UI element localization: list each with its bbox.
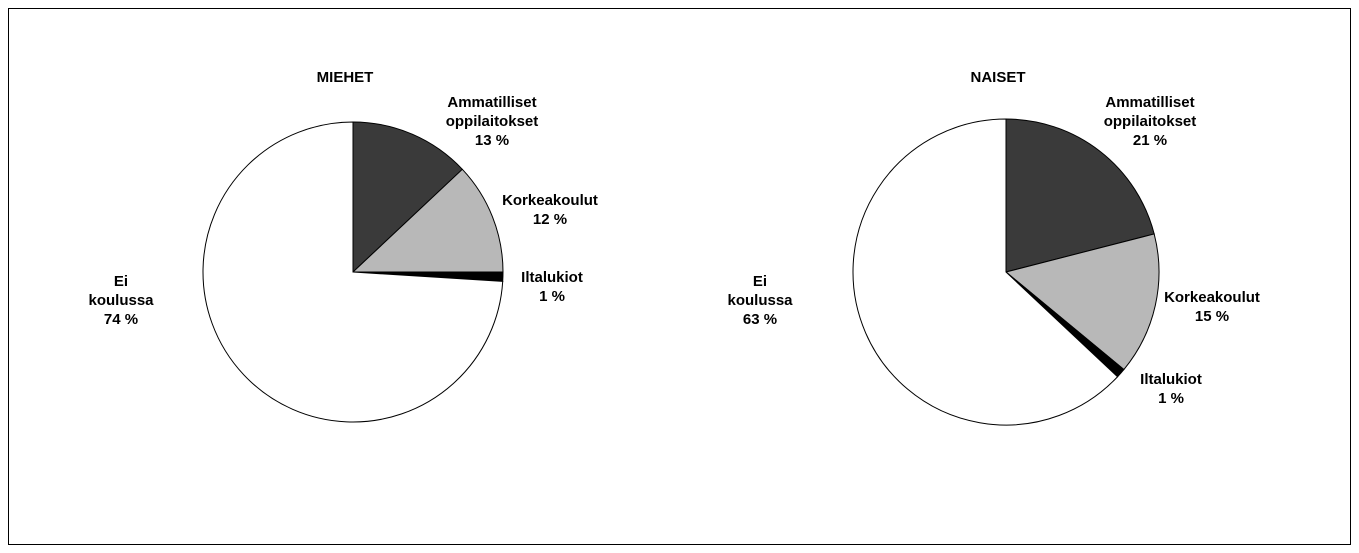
slice-label-line: koulussa <box>727 292 793 309</box>
slice-label: Korkeakoulut <box>1164 289 1260 306</box>
slice-label: Ei koulussa <box>88 273 154 309</box>
chart-title: MIEHET <box>317 69 374 86</box>
slice-label: Iltalukiot <box>521 269 583 286</box>
slice-label: Korkeakoulut <box>502 192 598 209</box>
slice-label-line: Ammatilliset <box>1105 94 1194 111</box>
chart-title: NAISET <box>970 69 1025 86</box>
pie-slice <box>352 121 464 274</box>
pie-slice <box>202 121 504 423</box>
frame <box>8 8 1351 545</box>
slice-label-line: Korkeakoulut <box>502 192 598 209</box>
value-label: 13 % <box>475 132 509 149</box>
value-label: 74 % <box>104 311 138 328</box>
slice-label-line: Iltalukiot <box>521 269 583 286</box>
value-label: 1 % <box>539 288 565 305</box>
slice-label-line: Ei <box>753 273 767 290</box>
value-label: 1 % <box>1158 390 1184 407</box>
pie-slice <box>852 118 1119 426</box>
slice-label-line: oppilaitokset <box>446 113 539 130</box>
slice-label: Ammatilliset oppilaitokset <box>1104 94 1197 130</box>
value-label: 21 % <box>1133 132 1167 149</box>
slice-label-line: Ammatilliset <box>447 94 536 111</box>
slice-label: Ammatilliset oppilaitokset <box>446 94 539 130</box>
value-label: 15 % <box>1195 308 1229 325</box>
slice-label-line: Iltalukiot <box>1140 371 1202 388</box>
value-label: 12 % <box>533 211 567 228</box>
value-label: 63 % <box>743 311 777 328</box>
slice-label-line: oppilaitokset <box>1104 113 1197 130</box>
slice-label: Ei koulussa <box>727 273 793 309</box>
pie-slice <box>1005 118 1155 273</box>
pie-slice <box>351 168 504 273</box>
slice-label-line: Ei <box>114 273 128 290</box>
slice-label-line: koulussa <box>88 292 154 309</box>
slice-label: Iltalukiot <box>1140 371 1202 388</box>
pie-slice <box>1004 233 1160 371</box>
slice-label-line: Korkeakoulut <box>1164 289 1260 306</box>
